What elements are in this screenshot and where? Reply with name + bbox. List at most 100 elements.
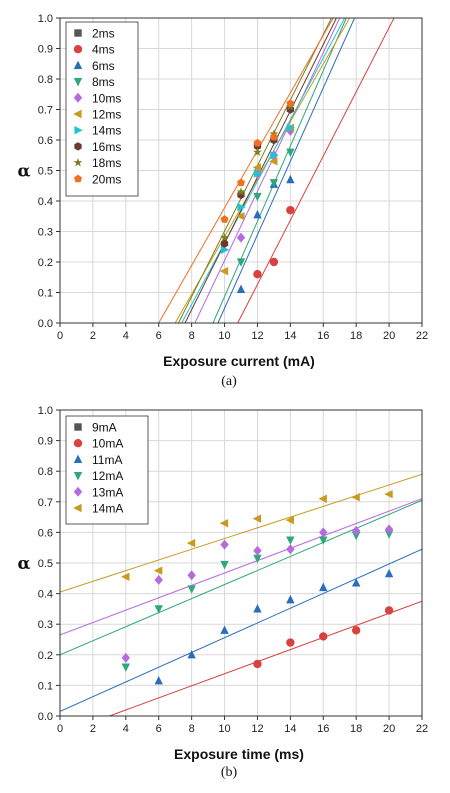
y-tick-label: 0.4: [38, 589, 53, 601]
data-point-13mA: [286, 544, 295, 555]
fit-lines: [60, 473, 422, 716]
legend: 2ms 4ms 6ms 8ms 10ms 12ms 14ms 16ms 18ms 20ms: [65, 21, 139, 197]
data-point-12mA: [154, 605, 163, 614]
legend-marker-13mA: [73, 486, 83, 497]
fit-line-11mA: [60, 548, 422, 712]
data-point-13mA: [351, 525, 361, 536]
data-point-8ms: [253, 192, 262, 202]
data-point-12mA: [286, 536, 295, 545]
x-axis-label: Exposure current (mA): [163, 353, 315, 369]
data-point-12mA: [384, 530, 394, 539]
data-point-13mA: [319, 527, 328, 538]
x-tick-label: 2: [90, 723, 96, 735]
data-point-14ms: [253, 169, 263, 178]
y-tick-label: 0.6: [38, 135, 53, 147]
data-point-11mA: [384, 568, 394, 578]
legend-label-9mA: 9mA: [92, 421, 117, 435]
x-tick-label: 10: [218, 723, 230, 735]
data-point-14mA: [121, 572, 130, 581]
data-point-11mA: [286, 594, 295, 604]
y-tick-label: 0.9: [38, 436, 53, 448]
data-point-18ms: [220, 232, 229, 242]
data-point-12ms: [219, 266, 229, 276]
legend-label-12mA: 12mA: [92, 469, 123, 483]
y-tick-label: 1.0: [38, 13, 53, 25]
data-point-11mA: [220, 625, 229, 634]
data-point-10mA: [319, 632, 328, 641]
y-tick-label: 0.7: [38, 105, 53, 117]
legend-label-4ms: 4ms: [92, 43, 115, 57]
series-4ms: [253, 205, 295, 279]
fit-line-4ms: [237, 18, 395, 323]
y-tick-label: 0.5: [38, 558, 53, 570]
y-tick-label: 0.8: [38, 466, 53, 478]
x-tick-label: 12: [251, 723, 263, 735]
data-point-12mA: [121, 663, 131, 672]
grid-lines: [59, 409, 423, 717]
y-tick-label: 0.0: [38, 711, 53, 723]
data-point-18ms: [253, 147, 262, 156]
data-point-14ms: [237, 202, 246, 212]
y-tick-label: 0.3: [38, 619, 53, 631]
data-point-11mA: [187, 650, 196, 659]
x-tick-label: 16: [317, 723, 329, 735]
y-tick-label: 0.2: [38, 257, 53, 269]
data-point-14ms: [220, 245, 230, 254]
series-14ms: [220, 123, 296, 254]
fit-line-6ms: [217, 18, 355, 323]
data-point-13mA: [121, 652, 131, 663]
data-point-20ms: [253, 138, 262, 147]
legend-label-16ms: 16ms: [92, 140, 121, 154]
y-tick-label: 0.8: [38, 74, 53, 86]
x-tick-label: 22: [416, 723, 428, 735]
data-point-14mA: [186, 538, 196, 548]
data-point-14mA: [219, 519, 229, 528]
x-tick-label: 20: [383, 330, 395, 342]
data-point-12mA: [351, 531, 361, 541]
legend-marker-10mA: [73, 439, 83, 448]
data-point-8ms: [286, 148, 295, 157]
x-tick-label: 4: [123, 723, 129, 735]
data-point-4ms: [253, 270, 262, 279]
series-8ms: [236, 148, 295, 267]
legend-marker-4ms: [73, 45, 83, 54]
x-tick-label: 6: [156, 723, 162, 735]
data-point-13mA: [187, 570, 196, 581]
y-axis-label: α: [17, 554, 30, 574]
y-tick-label: 0.3: [38, 227, 53, 239]
legend-marker-6ms: [73, 60, 83, 69]
x-tick-label: 8: [189, 330, 195, 342]
legend-label-13mA: 13mA: [92, 485, 123, 499]
data-point-4ms: [269, 257, 279, 267]
legend-label-20ms: 20ms: [92, 172, 121, 186]
legend-marker-2ms: [74, 29, 82, 37]
data-point-14mA: [252, 514, 262, 523]
legend-marker-16ms: [74, 142, 82, 151]
data-point-14mA: [318, 494, 327, 503]
y-tick-label: 0.4: [38, 196, 53, 208]
legend-marker-20ms: [74, 174, 82, 183]
fit-line-14mA: [60, 473, 422, 593]
data-point-12ms: [236, 212, 245, 221]
series-6ms: [236, 174, 295, 294]
legend-label-2ms: 2ms: [92, 27, 115, 41]
legend-marker-14ms: [74, 126, 83, 135]
data-point-20ms: [237, 178, 245, 187]
data-point-18ms: [236, 187, 246, 196]
y-tick-label: 0.9: [38, 44, 53, 56]
data-point-14ms: [286, 123, 296, 132]
series-11mA: [154, 568, 394, 685]
data-point-10mA: [253, 659, 262, 669]
legend-label-14ms: 14ms: [92, 124, 121, 138]
fit-line-14ms: [181, 18, 346, 323]
legend-label-10mA: 10mA: [92, 437, 123, 451]
x-tick-label: 20: [383, 723, 395, 735]
data-point-12mA: [187, 585, 196, 594]
data-point-13mA: [253, 545, 262, 556]
x-tick-label: 14: [284, 330, 296, 342]
data-point-14ms: [270, 151, 279, 160]
fit-line-20ms: [158, 18, 334, 323]
x-tick-label: 10: [218, 330, 230, 342]
legend-label-11mA: 11mA: [92, 453, 122, 467]
data-point-12ms: [269, 157, 278, 166]
